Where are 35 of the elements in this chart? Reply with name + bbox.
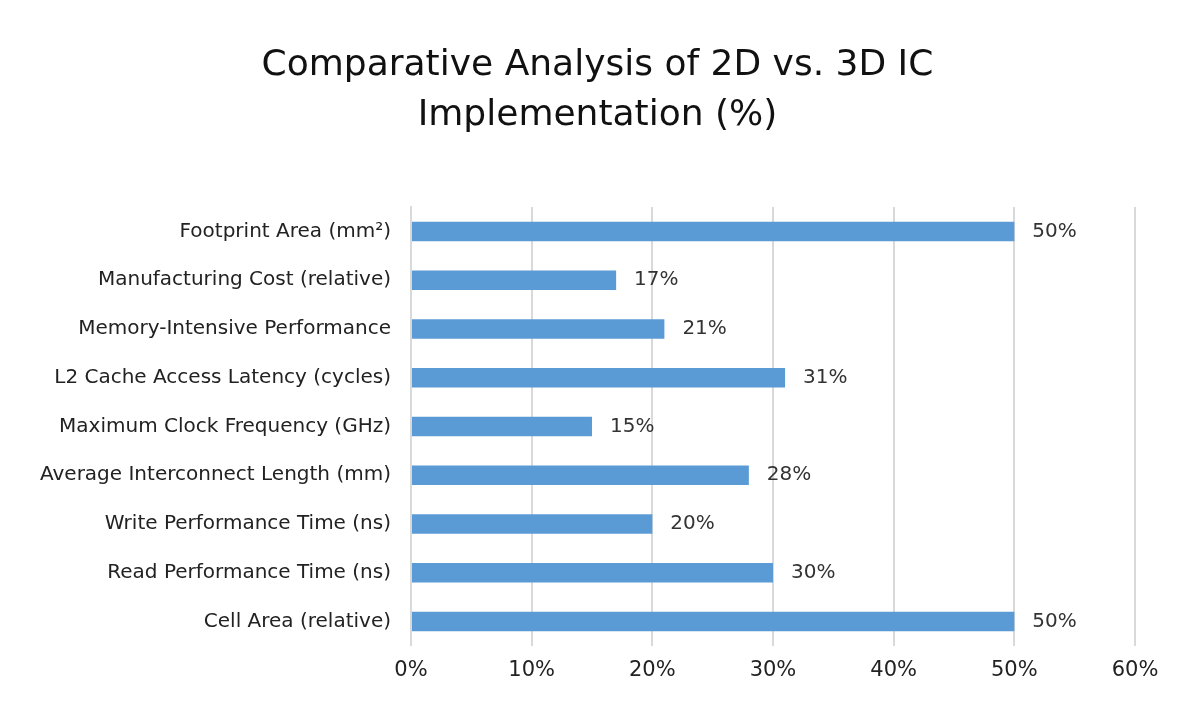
x-tick-label: 40% <box>870 656 918 681</box>
bar <box>411 416 592 437</box>
y-tick-label: L2 Cache Access Latency (cycles) <box>54 363 391 388</box>
x-tick-label: 10% <box>508 656 555 681</box>
data-label: 30% <box>790 558 836 583</box>
data-label: 50% <box>1032 217 1077 242</box>
data-label: 50% <box>1032 607 1077 632</box>
x-tick-label: 30% <box>749 656 797 681</box>
bar <box>411 221 1015 242</box>
y-tick-label: Cell Area (relative) <box>203 607 391 632</box>
x-tick-label: 20% <box>628 656 676 681</box>
x-tick-label: 60% <box>1111 656 1159 681</box>
y-tick-label: Memory-Intensive Performance <box>78 315 391 340</box>
y-tick-label: Write Performance Time (ns) <box>104 510 391 535</box>
chart-title: Comparative Analysis of 2D vs. 3D IC Implementation (%) <box>260 41 935 135</box>
y-tick-label: Manufacturing Cost (relative) <box>97 266 391 291</box>
y-tick-label: Average Interconnect Length (mm) <box>39 461 391 486</box>
bar <box>411 611 1015 632</box>
bar <box>411 367 786 388</box>
y-tick-label: Read Performance Time (ns) <box>107 558 391 583</box>
bar <box>411 319 665 339</box>
bar <box>411 514 653 534</box>
x-tick-label: 0% <box>394 656 428 681</box>
bar <box>411 270 617 290</box>
x-tick-label: 50% <box>990 656 1038 681</box>
y-tick-label: Footprint Area (mm²) <box>179 217 391 242</box>
data-label: 21% <box>682 315 727 340</box>
bar <box>411 465 749 485</box>
data-label: 15% <box>609 412 655 437</box>
data-label: 20% <box>670 510 715 535</box>
bar <box>411 562 773 583</box>
data-label: 31% <box>803 363 848 388</box>
data-label: 28% <box>766 461 812 486</box>
data-label: 17% <box>634 266 679 291</box>
y-tick-label: Maximum Clock Frequency (GHz) <box>59 412 391 437</box>
